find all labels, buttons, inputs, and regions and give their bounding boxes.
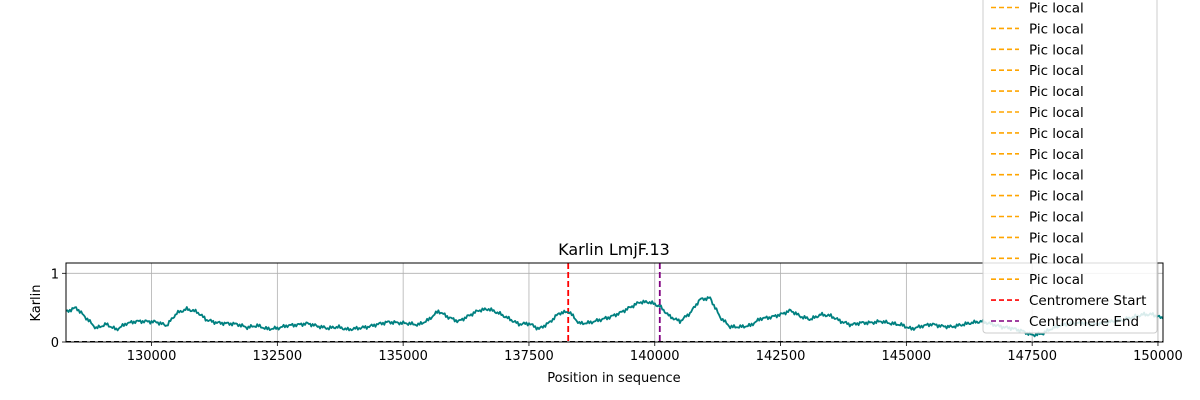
legend-label: Pic local <box>1029 126 1084 142</box>
legend-label: Pic local <box>1029 230 1084 246</box>
legend-label: Pic local <box>1029 168 1084 184</box>
legend-label: Centromere End <box>1029 314 1139 330</box>
x-tick-label: 142500 <box>756 349 806 364</box>
legend-label: Pic local <box>1029 63 1084 79</box>
x-tick-label: 147500 <box>1007 349 1057 364</box>
x-tick-label: 135000 <box>378 349 428 364</box>
legend-label: Pic local <box>1029 42 1084 58</box>
legend-label: Pic local <box>1029 251 1084 267</box>
plot-frame <box>65 262 1164 343</box>
legend-label: Pic local <box>1029 84 1084 100</box>
series-layer <box>65 296 1164 338</box>
x-axis-ticks: 130000 132500 135000 137500 140000 142500 1450… <box>127 342 1183 364</box>
x-tick-label: 130000 <box>127 349 177 364</box>
legend-label: Pic local <box>1029 1 1084 17</box>
x-tick-label: 145000 <box>882 349 932 364</box>
legend-label: Pic local <box>1029 272 1084 288</box>
y-tick-label: 1 <box>51 267 59 282</box>
x-tick-label: 150000 <box>1133 349 1183 364</box>
legend-label: Pic local <box>1029 21 1084 37</box>
centromere-lines <box>567 263 661 342</box>
x-tick-label: 132500 <box>253 349 303 364</box>
legend-label: Pic local <box>1029 105 1084 121</box>
karlin-series-line <box>65 296 1164 338</box>
x-tick-label: 137500 <box>504 349 554 364</box>
legend-label: Centromere Start <box>1029 293 1146 309</box>
y-tick-label: 0 <box>51 336 59 351</box>
x-axis-label: Position in sequence <box>547 371 680 386</box>
chart-title: Karlin LmjF.13 <box>558 240 670 259</box>
legend-box <box>982 0 1158 334</box>
legend-label: Pic local <box>1029 210 1084 226</box>
y-axis-label: Karlin <box>29 284 44 321</box>
legend-label: Pic local <box>1029 189 1084 205</box>
legend: Pic local Pic local Pic local Pic local Pic … <box>982 0 1158 334</box>
x-tick-label: 140000 <box>630 349 680 364</box>
legend-label: Pic local <box>1029 147 1084 163</box>
y-axis-ticks: 01 <box>51 267 66 351</box>
